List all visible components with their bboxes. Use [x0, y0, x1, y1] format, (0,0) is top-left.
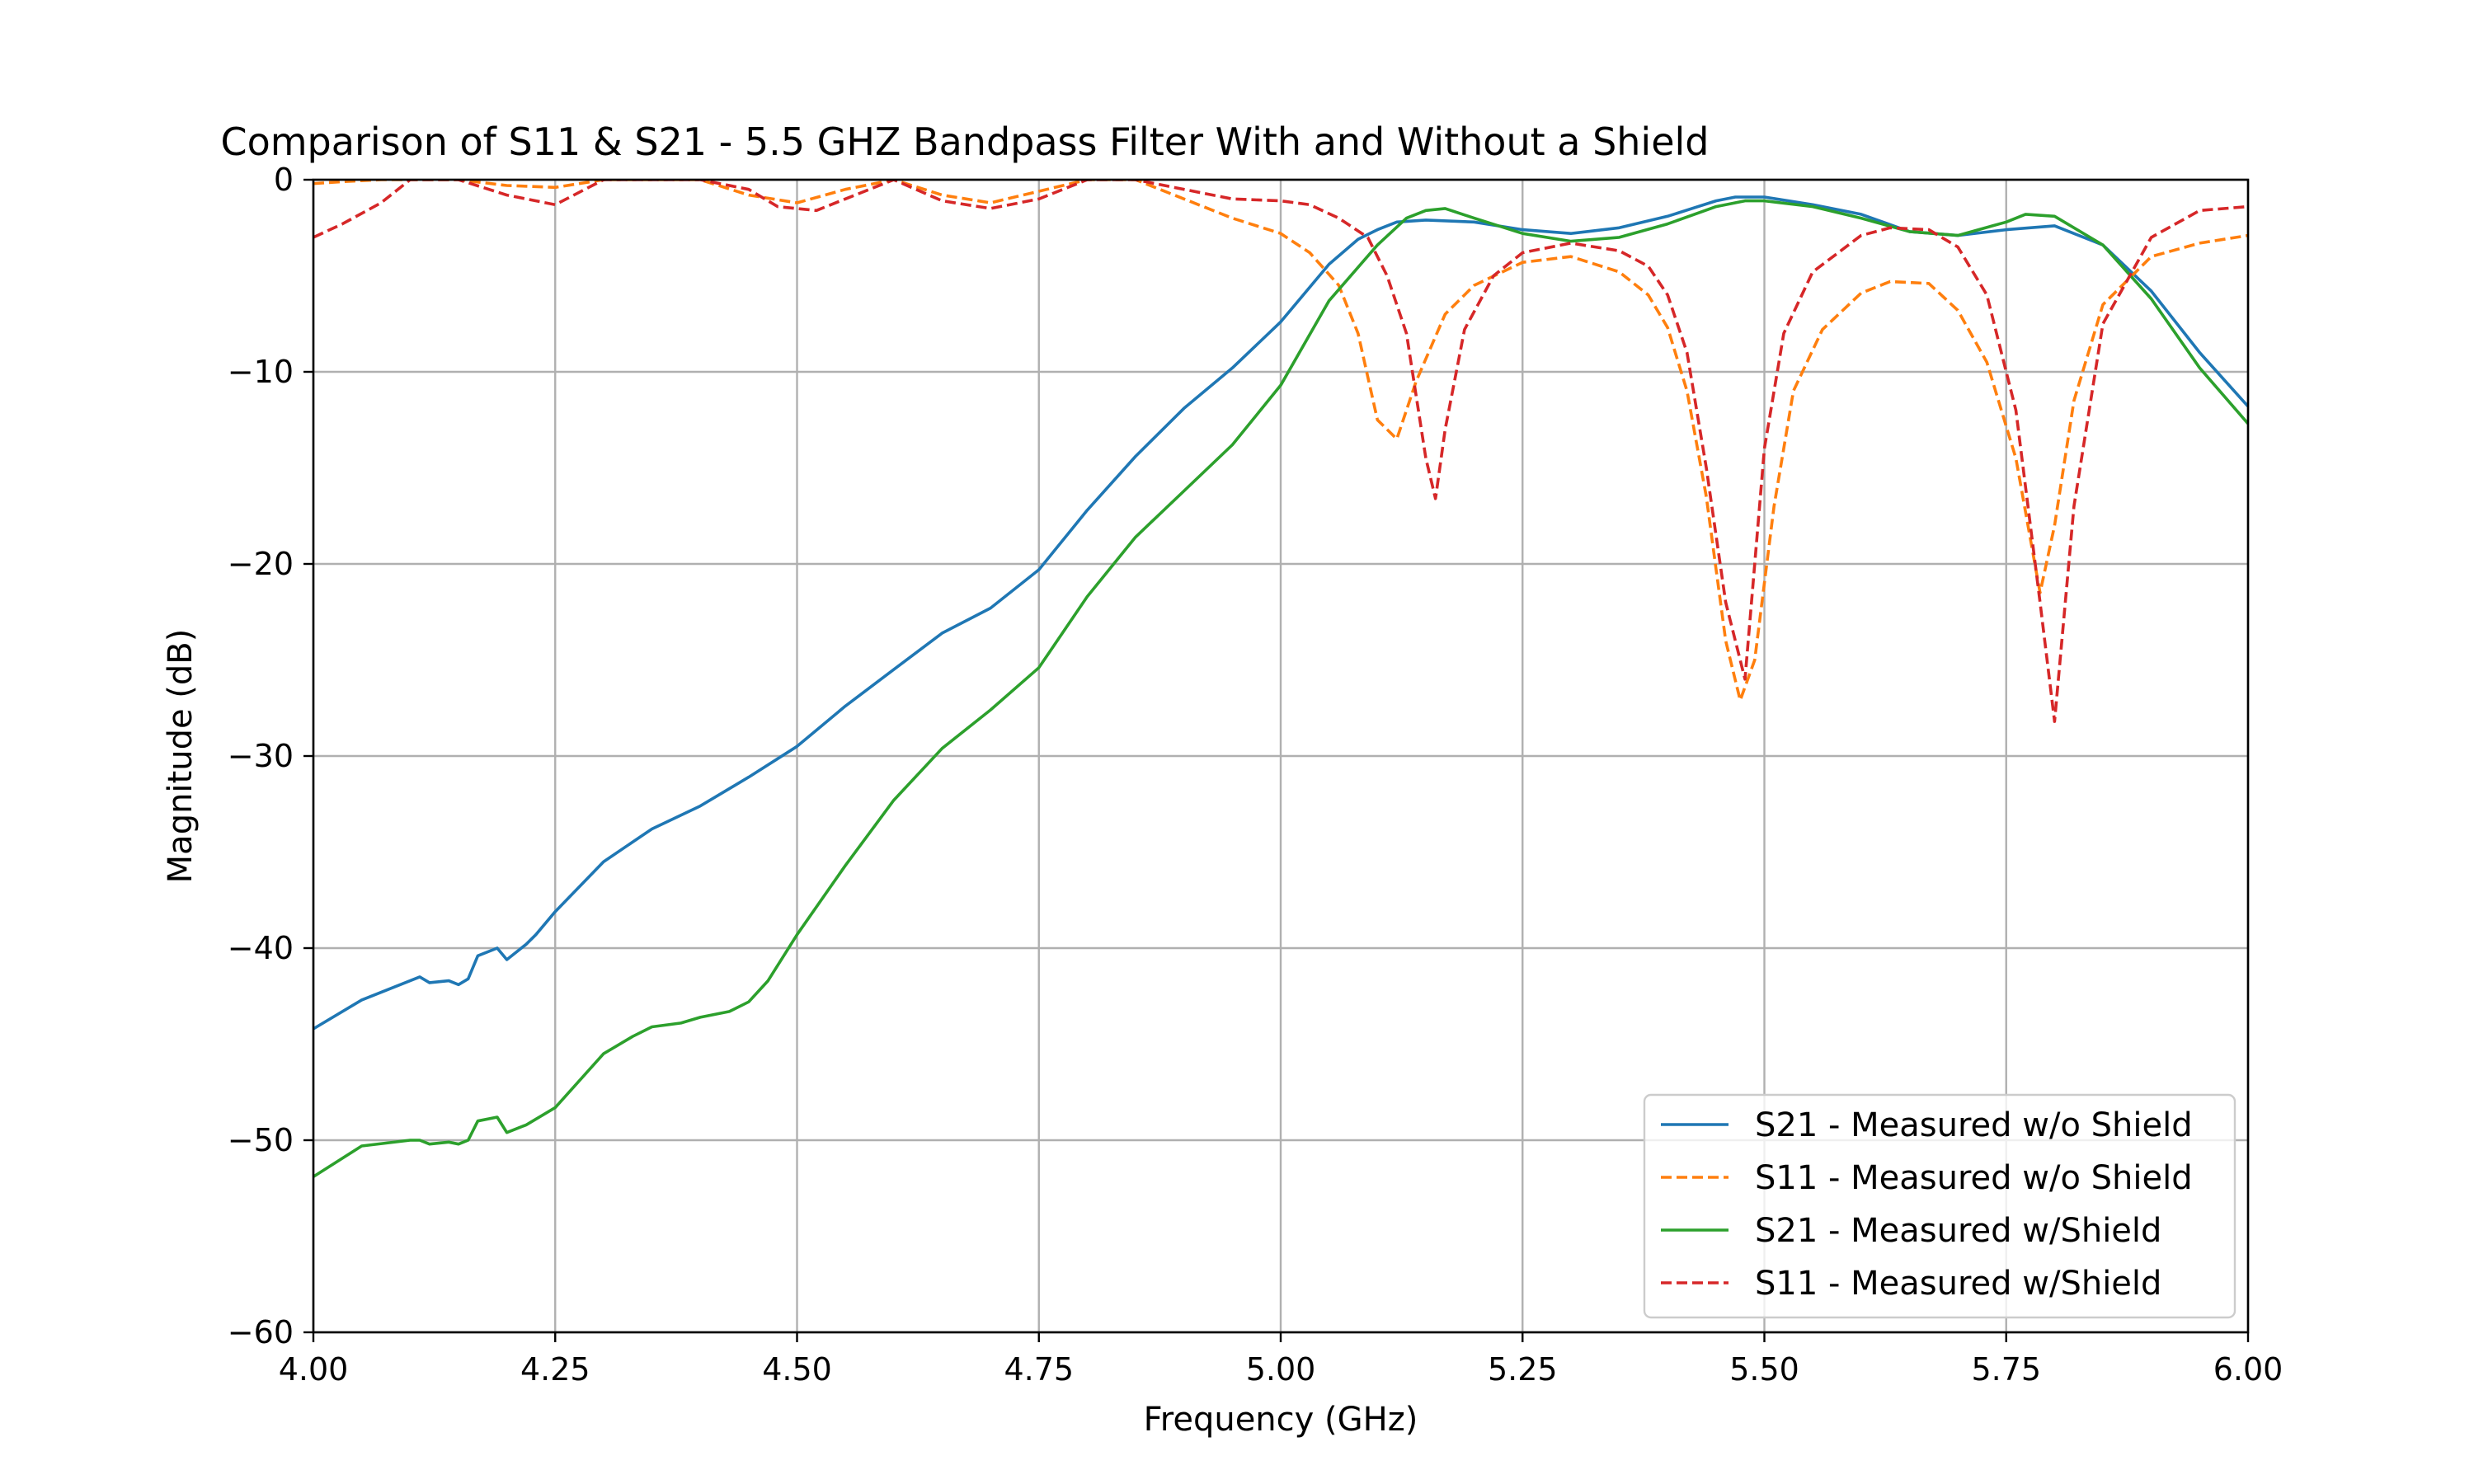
plot-area: [313, 180, 2248, 1178]
series-line-1: [313, 195, 2248, 1031]
x-tick-label: 5.25: [1488, 1351, 1558, 1388]
series-line-3: [313, 199, 2248, 1178]
x-axis-label: Frequency (GHz): [1144, 1401, 1418, 1439]
x-tick-label: 6.00: [2213, 1351, 2284, 1388]
y-tick-label: −30: [228, 738, 294, 774]
chart-title: Comparison of S11 & S21 - 5.5 GHZ Bandpa…: [220, 120, 1709, 164]
legend-box: [1643, 1093, 2236, 1319]
x-tick-label: 4.00: [279, 1351, 349, 1388]
y-tick-label: −50: [228, 1122, 294, 1158]
x-tick-label: 4.25: [520, 1351, 590, 1388]
legend-label-1: S21 - Measured w/o Shield: [1755, 1106, 2193, 1144]
x-tick-label: 5.75: [1971, 1351, 2041, 1388]
y-axis-label: Magnitude (dB): [162, 629, 200, 884]
plot-frame: [312, 178, 2250, 1334]
y-tick-label: −40: [228, 930, 294, 966]
series-line-2: [313, 180, 2248, 702]
x-tick-label: 4.50: [762, 1351, 832, 1388]
legend: S21 - Measured w/o Shield S11 - Measured …: [1643, 1093, 2236, 1319]
y-tick-label: −10: [228, 354, 294, 390]
series-line-4: [313, 180, 2248, 723]
x-tick-label: 5.50: [1729, 1351, 1799, 1388]
y-tick-label: −20: [228, 546, 294, 582]
axis-ticks: 4.00 4.25 4.50 4.75 5.00 5.25 5.50 5.75 6.00 0 −10…: [228, 162, 2284, 1388]
legend-label-4: S11 - Measured w/Shield: [1755, 1265, 2161, 1303]
legend-label-2: S11 - Measured w/o Shield: [1755, 1159, 2193, 1197]
legend-label-3: S21 - Measured w/Shield: [1755, 1212, 2161, 1250]
x-tick-label: 4.75: [1004, 1351, 1074, 1388]
y-tick-label: 0: [274, 162, 294, 198]
y-tick-label: −60: [228, 1314, 294, 1350]
x-tick-label: 5.00: [1246, 1351, 1316, 1388]
